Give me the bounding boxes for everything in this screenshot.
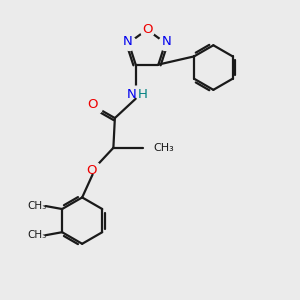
- Text: N: N: [162, 35, 172, 48]
- Text: CH₃: CH₃: [27, 201, 46, 211]
- Text: N: N: [122, 35, 132, 48]
- Text: H: H: [138, 88, 148, 101]
- Text: O: O: [86, 164, 96, 177]
- Text: O: O: [87, 98, 98, 111]
- Text: CH₃: CH₃: [154, 143, 174, 153]
- Text: O: O: [142, 22, 152, 35]
- Text: CH₃: CH₃: [27, 230, 46, 240]
- Text: N: N: [126, 88, 136, 101]
